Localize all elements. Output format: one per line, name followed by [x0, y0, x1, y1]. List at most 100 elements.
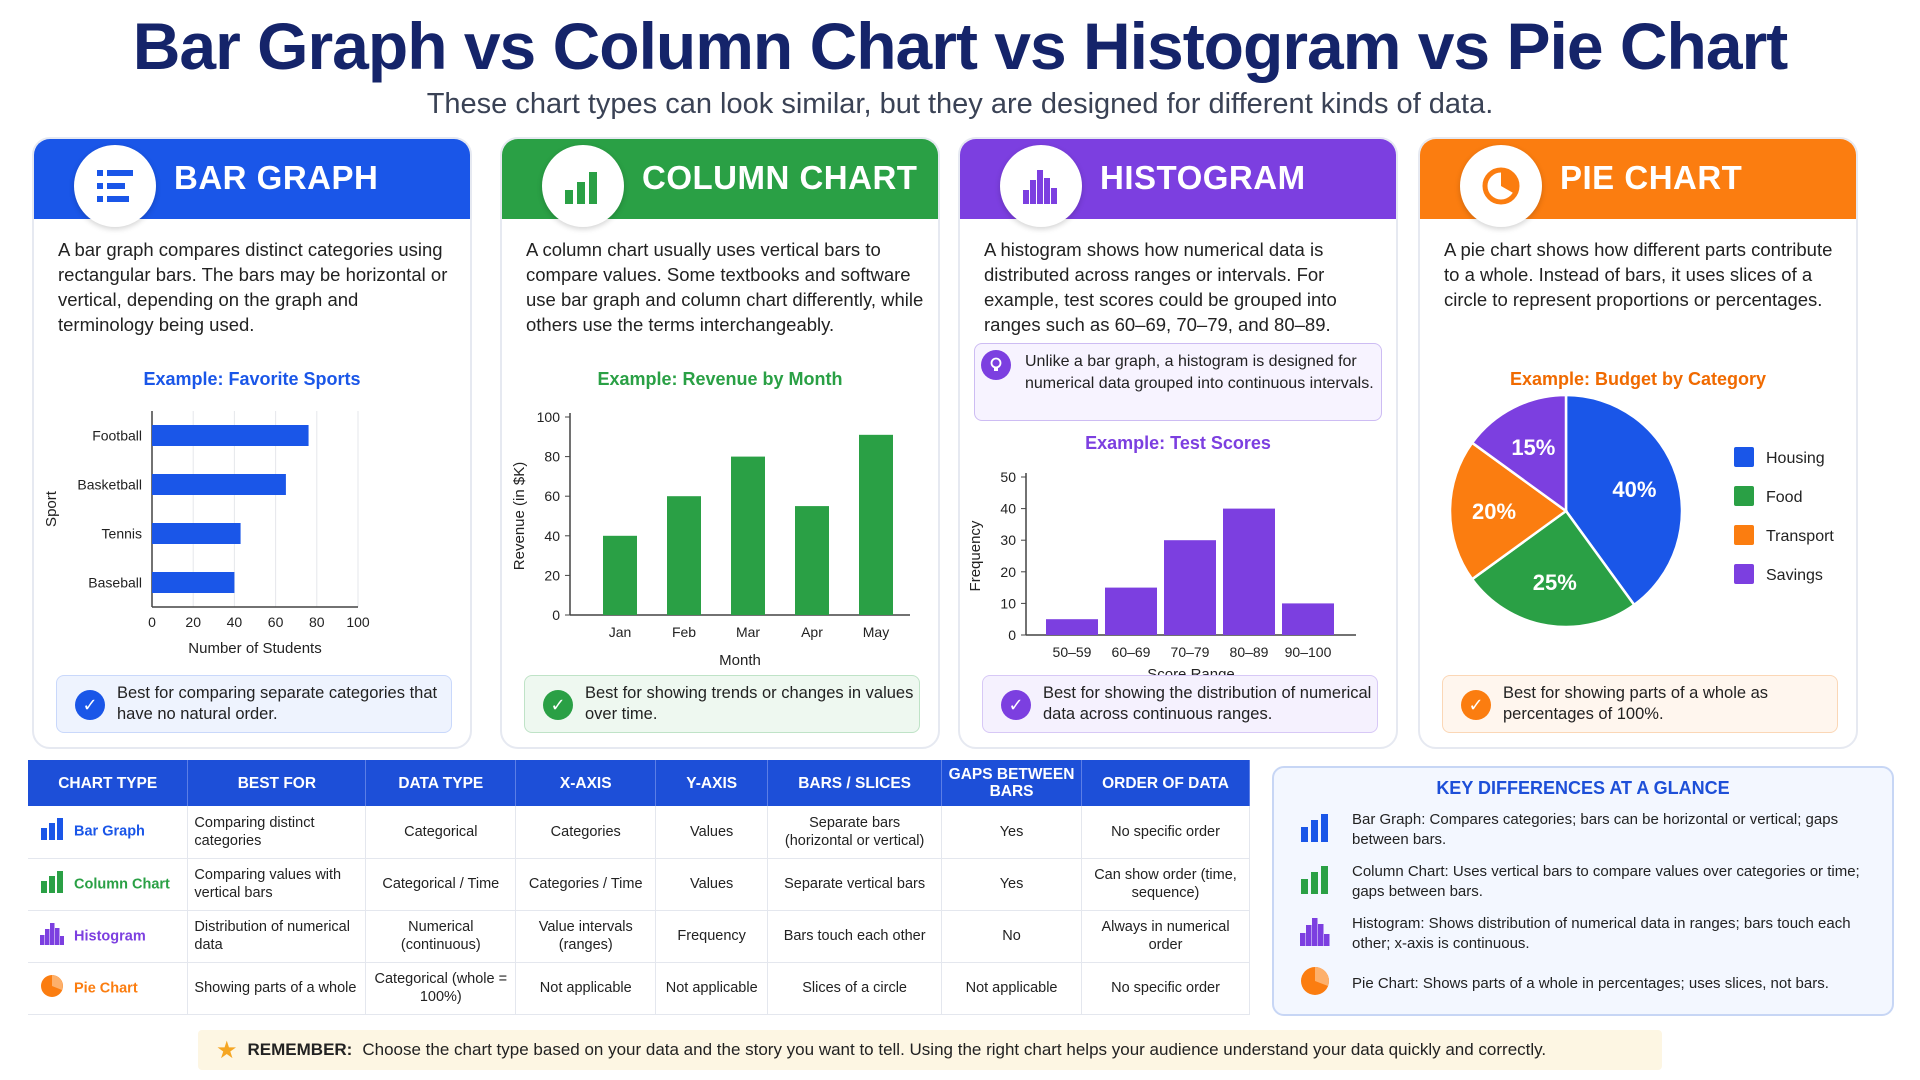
y-tick-label: 0 — [552, 607, 560, 623]
histogram-chart: 0 10 20 30 40 50 50–59 60–69 70–79 80–89 90–100 Sco… — [967, 469, 1356, 675]
key-item-text: Histogram: Shows distribution of numeric… — [1352, 915, 1851, 952]
y-tick-label: Basketball — [77, 477, 142, 493]
histogram-icon — [1300, 917, 1352, 951]
bar-chart-icon — [1300, 813, 1352, 847]
chart-type-cell: Bar Graph — [28, 806, 189, 859]
chart-title: Example: Test Scores — [1085, 433, 1271, 453]
table-cell: No specific order — [1081, 962, 1250, 1015]
table-cell: Separate bars (horizontal or vertical) — [767, 806, 943, 859]
y-tick-label: 40 — [1000, 501, 1016, 517]
x-tick-label: Jan — [609, 624, 632, 640]
remember-label: REMEMBER: — [247, 1040, 353, 1059]
y-tick-label: 50 — [1000, 469, 1016, 485]
key-differences-box: KEY DIFFERENCES AT A GLANCE Bar Graph: C… — [1272, 766, 1894, 1016]
card-description: A histogram shows how numerical data is … — [984, 239, 1337, 335]
best-for-box: ✓ Best for showing parts of a whole as p… — [1442, 675, 1838, 733]
legend-label: Food — [1766, 489, 1802, 506]
bar-chart-icon — [40, 818, 64, 845]
histogram-note: Unlike a bar graph, a histogram is desig… — [974, 343, 1382, 421]
card-header: HISTOGRAM — [960, 139, 1396, 227]
card-description: A bar graph compares distinct categories… — [58, 239, 448, 335]
table-cell: Value intervals (ranges) — [515, 910, 657, 963]
best-for-text: Best for showing trends or changes in va… — [585, 684, 914, 723]
y-tick-label: 100 — [537, 409, 561, 425]
column-header: BEST FOR — [187, 760, 367, 806]
x-tick-label: 60 — [268, 614, 284, 630]
key-item: Column Chart: Uses vertical bars to comp… — [1300, 862, 1870, 902]
x-tick-label: 90–100 — [1285, 644, 1332, 660]
card-description: A column chart usually uses vertical bar… — [526, 239, 924, 335]
slice-label: 25% — [1533, 570, 1577, 595]
note-text: Unlike a bar graph, a histogram is desig… — [1025, 353, 1374, 392]
x-axis-label: Month — [719, 652, 761, 669]
check-icon: ✓ — [1461, 690, 1491, 720]
table-cell: Categories — [515, 806, 657, 859]
table-cell: Categorical / Time — [365, 858, 517, 911]
table-cell: Values — [655, 858, 769, 911]
key-item-text: Column Chart: Uses vertical bars to comp… — [1352, 863, 1860, 900]
chart-title: Example: Favorite Sports — [143, 369, 361, 389]
x-tick-label: 40 — [227, 614, 243, 630]
card-header: COLUMN CHART — [502, 139, 938, 227]
star-icon: ★ — [216, 1036, 238, 1064]
column-bar — [859, 434, 893, 615]
y-tick-label: 30 — [1000, 532, 1016, 548]
legend-label: Transport — [1766, 528, 1834, 545]
x-tick-label: 50–59 — [1053, 644, 1092, 660]
y-axis-label: Revenue (in $K) — [511, 462, 528, 570]
legend-label: Housing — [1766, 450, 1825, 467]
pie-chart-icon — [40, 974, 64, 1003]
remember-text: Choose the chart type based on your data… — [362, 1040, 1547, 1059]
x-tick-label: 70–79 — [1171, 644, 1210, 660]
lightbulb-icon — [981, 350, 1011, 380]
pie-chart-icon — [1300, 966, 1352, 1001]
x-tick-label: 60–69 — [1112, 644, 1151, 660]
slice-label: 40% — [1612, 477, 1656, 502]
x-tick-label: Feb — [672, 624, 696, 640]
column-bar — [603, 535, 637, 615]
histogram-icon — [1000, 145, 1082, 227]
y-tick-label: Baseball — [88, 575, 142, 591]
bar — [152, 425, 309, 446]
chart-type-cell: Column Chart — [28, 858, 189, 911]
table-header-row: CHART TYPE BEST FOR DATA TYPE X-AXIS Y-A… — [28, 760, 1250, 806]
table-cell: No specific order — [1081, 806, 1250, 859]
pie-slice — [1564, 395, 1684, 607]
table-row: Column Chart Comparing values with verti… — [28, 858, 1250, 911]
check-icon: ✓ — [1001, 690, 1031, 720]
table-cell: Not applicable — [655, 962, 769, 1015]
table-cell: Yes — [941, 806, 1083, 859]
chart-type-label: Column Chart — [74, 875, 170, 892]
table-cell: Showing parts of a whole — [187, 962, 367, 1015]
table-cell: Comparing distinct categories — [187, 806, 367, 859]
y-tick-label: 40 — [544, 528, 560, 544]
y-tick-label: 0 — [1008, 627, 1016, 643]
pie-chart-icon — [1460, 145, 1542, 227]
column-header: CHART TYPE — [28, 760, 189, 806]
y-tick-label: 60 — [544, 488, 560, 504]
column-header: X-AXIS — [515, 760, 657, 806]
y-tick-label: Football — [92, 428, 142, 444]
y-tick-label: 20 — [544, 567, 560, 583]
card-description: A pie chart shows how different parts co… — [1444, 239, 1833, 310]
chart-type-cell: Histogram — [28, 910, 189, 963]
table-row: Histogram Distribution of numerical data… — [28, 910, 1250, 963]
table-cell: Slices of a circle — [767, 962, 943, 1015]
pie-chart-card: PIE CHART A pie chart shows how differen… — [1418, 137, 1858, 749]
x-tick-label: 20 — [185, 614, 201, 630]
y-tick-label: 20 — [1000, 564, 1016, 580]
card-header: BAR GRAPH — [34, 139, 470, 227]
column-chart: 0 20 40 60 80 100 Jan Feb Mar Apr May Month Revenue … — [511, 409, 910, 669]
best-for-text: Best for showing the distribution of num… — [1043, 684, 1372, 723]
legend-swatch — [1734, 447, 1754, 467]
x-tick-label: Apr — [801, 624, 823, 640]
key-item: Histogram: Shows distribution of numeric… — [1300, 914, 1870, 954]
bar — [152, 572, 235, 593]
table-cell: Values — [655, 806, 769, 859]
y-axis-label: Sport — [43, 490, 60, 527]
column-chart-icon — [1300, 865, 1352, 899]
chart-type-label: Histogram — [74, 927, 146, 944]
x-axis-label: Score Range — [1147, 666, 1235, 675]
x-tick-label: 100 — [346, 614, 370, 630]
histogram-icon — [40, 922, 64, 950]
